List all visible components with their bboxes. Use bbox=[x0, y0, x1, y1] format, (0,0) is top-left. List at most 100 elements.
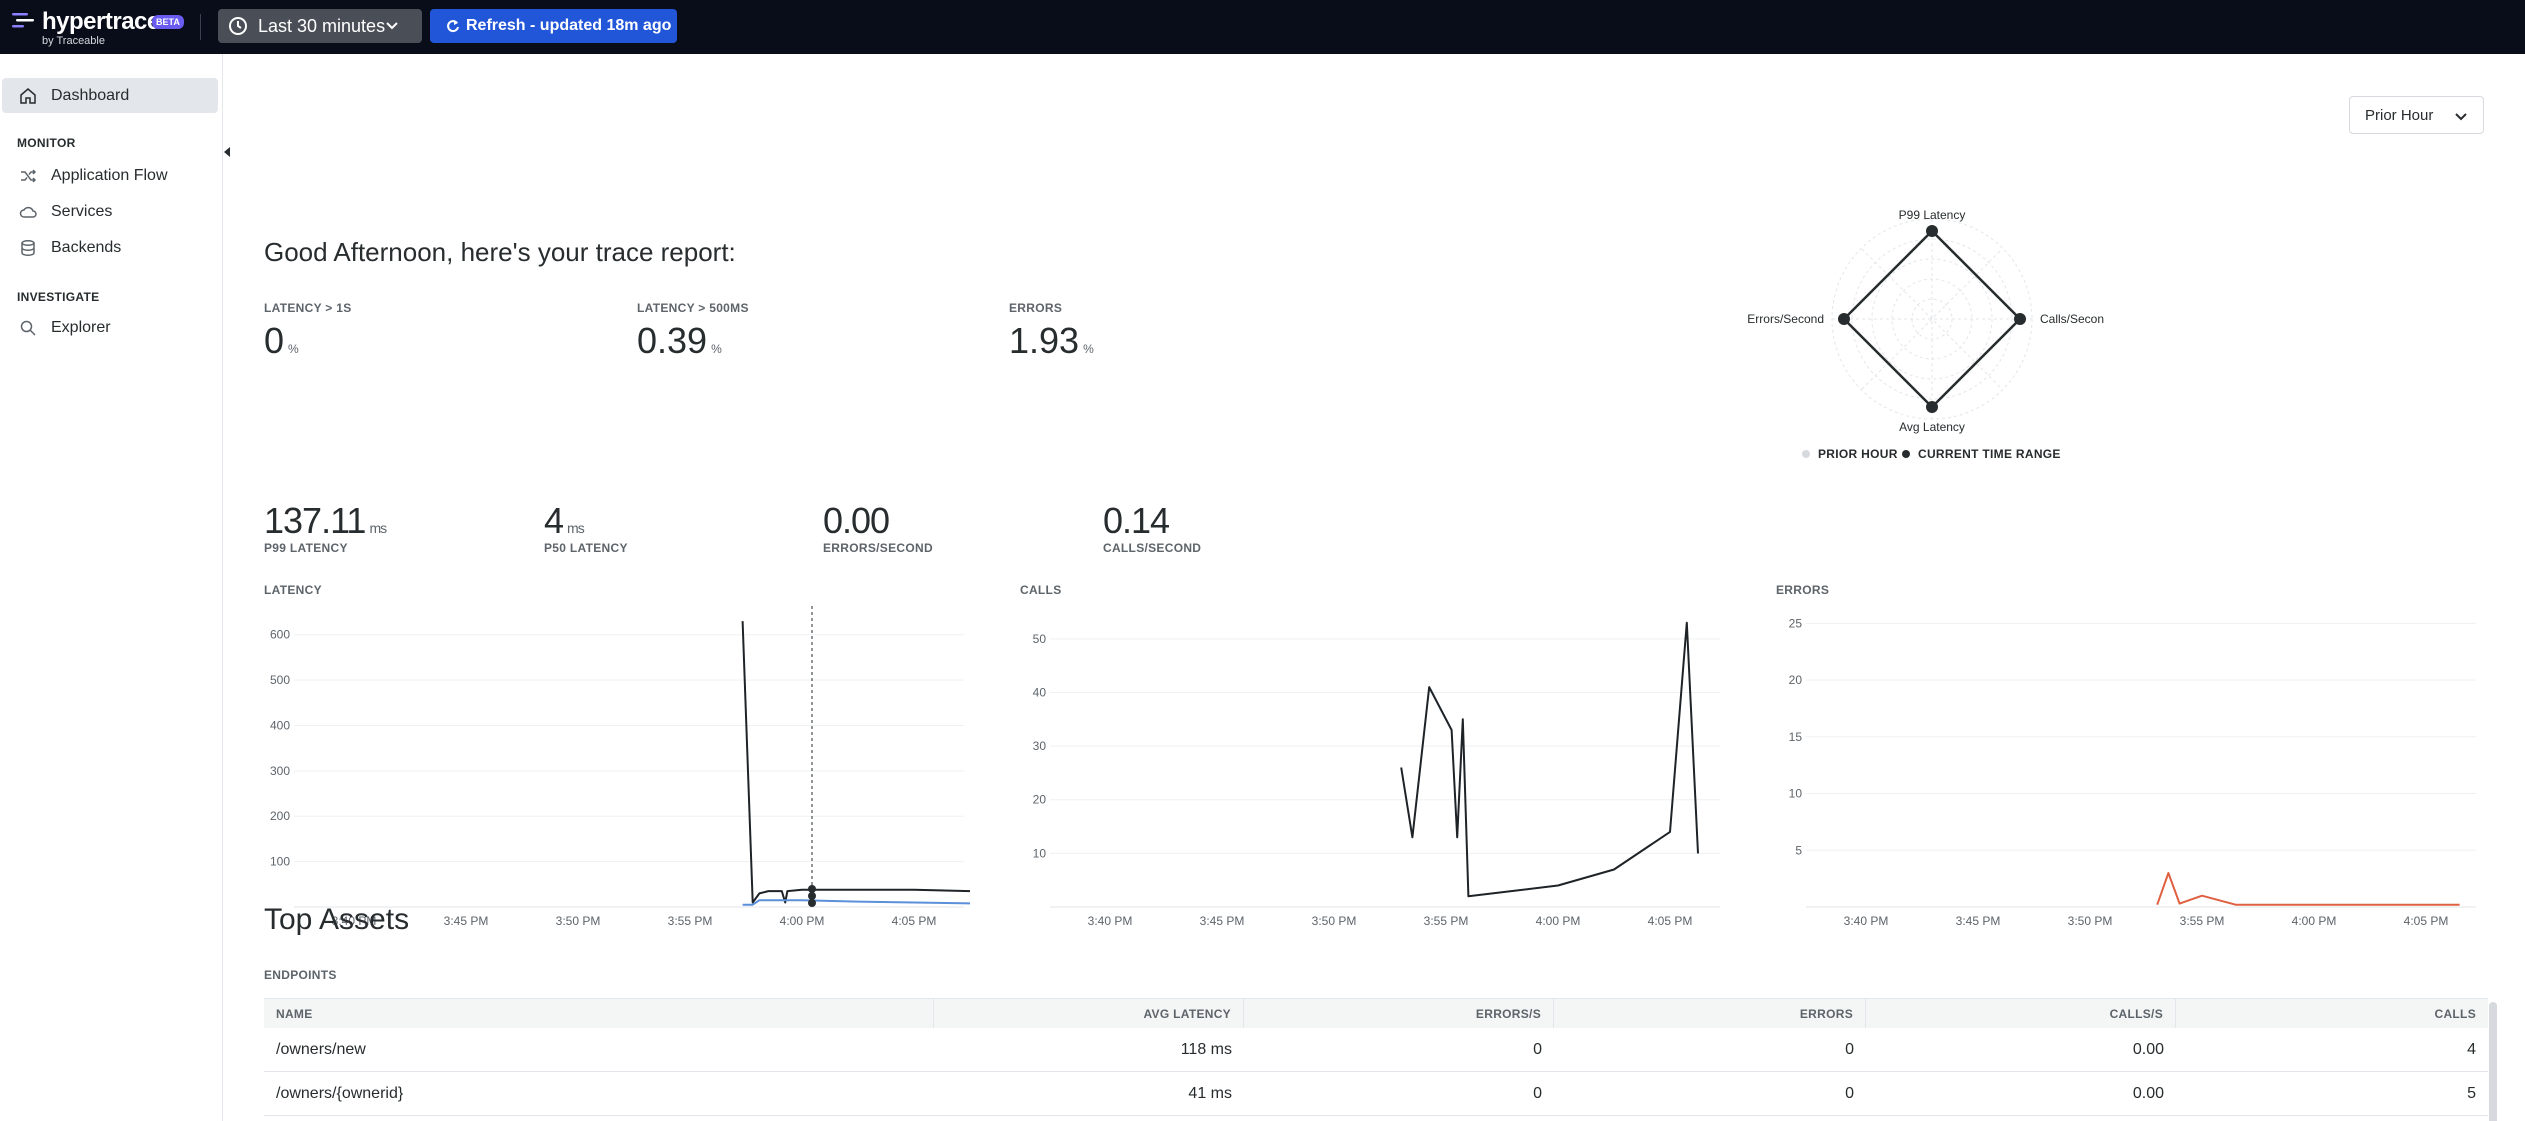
x-tick-label: 3:50 PM bbox=[556, 914, 601, 928]
x-tick-label: 4:05 PM bbox=[892, 914, 937, 928]
sidebar-item-backends[interactable]: Backends bbox=[2, 230, 218, 265]
x-tick-label: 3:40 PM bbox=[1088, 914, 1133, 928]
collapse-sidebar-icon[interactable] bbox=[221, 144, 233, 160]
sidebar-item-dashboard[interactable]: Dashboard bbox=[2, 78, 218, 113]
sidebar-item-label: Services bbox=[51, 202, 113, 220]
chart-title: ERRORS bbox=[1776, 583, 1830, 597]
logo-mark-icon bbox=[12, 13, 34, 28]
latency-chart[interactable]: 100 200 300 400 500 600 3:40 PM 3:45 PM 3:50 PM 3… bbox=[264, 602, 974, 932]
y-tick-label: 20 bbox=[1789, 673, 1803, 687]
errors-chart[interactable]: 5 10 15 20 25 3:40 PM 3:45 PM 3:50 PM 3:55 PM 4:0… bbox=[1776, 602, 2486, 932]
y-tick-label: 25 bbox=[1789, 616, 1803, 630]
x-tick-label: 3:50 PM bbox=[2068, 914, 2113, 928]
x-tick-label: 3:55 PM bbox=[2180, 914, 2225, 928]
column-header-errors[interactable]: ERRORS bbox=[1554, 999, 1866, 1028]
cell-name: /owners/{ownerid} bbox=[276, 1084, 404, 1102]
x-tick-label: 3:50 PM bbox=[1312, 914, 1357, 928]
monitor-heading: MONITOR bbox=[17, 136, 76, 150]
column-header-name[interactable]: NAME bbox=[264, 999, 934, 1028]
column-header-calls[interactable]: CALLS bbox=[2434, 1006, 2476, 1021]
x-tick-label: 3:45 PM bbox=[1956, 914, 2001, 928]
main-content: Good Afternoon, here's your trace report… bbox=[224, 54, 2525, 1121]
legend-dot bbox=[1902, 450, 1910, 458]
sidebar: Dashboard MONITOR Application Flow Servi… bbox=[0, 54, 230, 1121]
cell-calls-per-second: 0.00 bbox=[2132, 1040, 2164, 1058]
investigate-heading: INVESTIGATE bbox=[17, 290, 100, 304]
table-scrollbar[interactable] bbox=[2489, 1002, 2497, 1121]
sidebar-item-explorer[interactable]: Explorer bbox=[2, 310, 218, 345]
metric-value: 4 ms bbox=[544, 500, 585, 541]
cloud-icon bbox=[19, 206, 37, 218]
table-row[interactable]: /owners/new 118 ms 0 0 0.00 4 bbox=[264, 1028, 2488, 1072]
legend-dot bbox=[1802, 450, 1810, 458]
refresh-label: Refresh - updated 18m ago bbox=[466, 17, 672, 34]
beta-badge: BETA bbox=[152, 15, 184, 29]
x-tick-label: 3:40 PM bbox=[332, 914, 377, 928]
column-header-errors-per-second[interactable]: ERRORS/S bbox=[1244, 999, 1554, 1028]
chevron-down-icon bbox=[386, 22, 398, 30]
y-tick-label: 300 bbox=[270, 764, 290, 778]
home-icon bbox=[20, 87, 36, 104]
stat-label: LATENCY > 500MS bbox=[637, 301, 749, 315]
sidebar-item-services[interactable]: Services bbox=[2, 194, 218, 229]
radar-point[interactable] bbox=[1838, 313, 1850, 325]
column-header-calls-per-second[interactable]: CALLS/S bbox=[1866, 999, 2176, 1028]
chevron-down-icon bbox=[2455, 113, 2467, 121]
radar-axis-label: P99 Latency bbox=[1899, 208, 1966, 222]
stat-value: 0% bbox=[264, 320, 299, 361]
radar-point[interactable] bbox=[2014, 313, 2026, 325]
refresh-button[interactable]: Refresh - updated 18m ago bbox=[430, 9, 677, 43]
by-traceable: by Traceable bbox=[42, 35, 105, 47]
y-tick-label: 40 bbox=[1033, 685, 1047, 699]
radar-point[interactable] bbox=[1926, 401, 1938, 413]
hypertrace-logo[interactable]: hypertrace BETA by Traceable bbox=[10, 8, 190, 48]
y-tick-label: 500 bbox=[270, 673, 290, 687]
y-tick-label: 400 bbox=[270, 718, 290, 732]
greeting: Good Afternoon, here's your trace report… bbox=[264, 237, 736, 267]
series-line bbox=[742, 899, 971, 906]
refresh-icon bbox=[447, 20, 459, 33]
table-header: NAME AVG LATENCY ERRORS/S ERRORS CALLS/S… bbox=[264, 998, 2488, 1028]
sidebar-item-label: Dashboard bbox=[51, 86, 130, 104]
y-tick-label: 600 bbox=[270, 628, 290, 642]
cell-calls: 4 bbox=[2467, 1040, 2476, 1058]
stat-label: ERRORS bbox=[1009, 301, 1063, 315]
x-tick-label: 4:00 PM bbox=[780, 914, 825, 928]
hover-point bbox=[808, 899, 816, 907]
compare-period-select[interactable]: Prior Hour bbox=[2349, 96, 2484, 134]
compare-period-label: Prior Hour bbox=[2365, 106, 2434, 124]
time-range-select[interactable]: Last 30 minutes bbox=[218, 9, 422, 43]
cell-calls: 5 bbox=[2467, 1084, 2476, 1102]
cell-errors-per-second: 0 bbox=[1533, 1084, 1542, 1102]
table-row[interactable]: /owners/{ownerid} 41 ms 0 0 0.00 5 bbox=[264, 1072, 2488, 1116]
stat-value: 1.93% bbox=[1009, 320, 1094, 361]
y-tick-label: 30 bbox=[1033, 739, 1047, 753]
hover-point bbox=[808, 892, 816, 900]
metric-label: ERRORS/SECOND bbox=[823, 541, 933, 555]
sidebar-item-application-flow[interactable]: Application Flow bbox=[2, 158, 218, 193]
sidebar-item-label: Application Flow bbox=[51, 166, 168, 184]
radar-axis-label: Errors/Second bbox=[1747, 312, 1824, 326]
x-tick-label: 4:05 PM bbox=[2404, 914, 2449, 928]
topbar-divider bbox=[200, 14, 201, 40]
radar-point[interactable] bbox=[1926, 225, 1938, 237]
x-tick-label: 3:45 PM bbox=[444, 914, 489, 928]
y-tick-label: 200 bbox=[270, 809, 290, 823]
radar-axis-label: Avg Latency bbox=[1899, 420, 1965, 434]
metric-value: 137.11 ms bbox=[264, 500, 387, 541]
metric-label: P50 LATENCY bbox=[544, 541, 628, 555]
legend-prior-hour: PRIOR HOUR bbox=[1802, 447, 1898, 461]
y-tick-label: 5 bbox=[1795, 843, 1802, 857]
endpoints-label: ENDPOINTS bbox=[264, 968, 337, 982]
chart-title: LATENCY bbox=[264, 583, 322, 597]
top-bar: hypertrace BETA by Traceable Last 30 min… bbox=[0, 0, 2525, 54]
metric-value: 0.14 bbox=[1103, 500, 1170, 541]
x-tick-label: 3:45 PM bbox=[1200, 914, 1245, 928]
stat-value: 0.39% bbox=[637, 320, 722, 361]
calls-chart[interactable]: 10 20 30 40 50 3:40 PM 3:45 PM 3:50 PM 3:55 PM 4:… bbox=[1020, 602, 1730, 932]
shuffle-icon bbox=[21, 168, 37, 183]
cell-errors-per-second: 0 bbox=[1533, 1040, 1542, 1058]
column-header-avg-latency[interactable]: AVG LATENCY bbox=[934, 999, 1244, 1028]
y-tick-label: 10 bbox=[1789, 787, 1803, 801]
series-line bbox=[741, 621, 971, 904]
